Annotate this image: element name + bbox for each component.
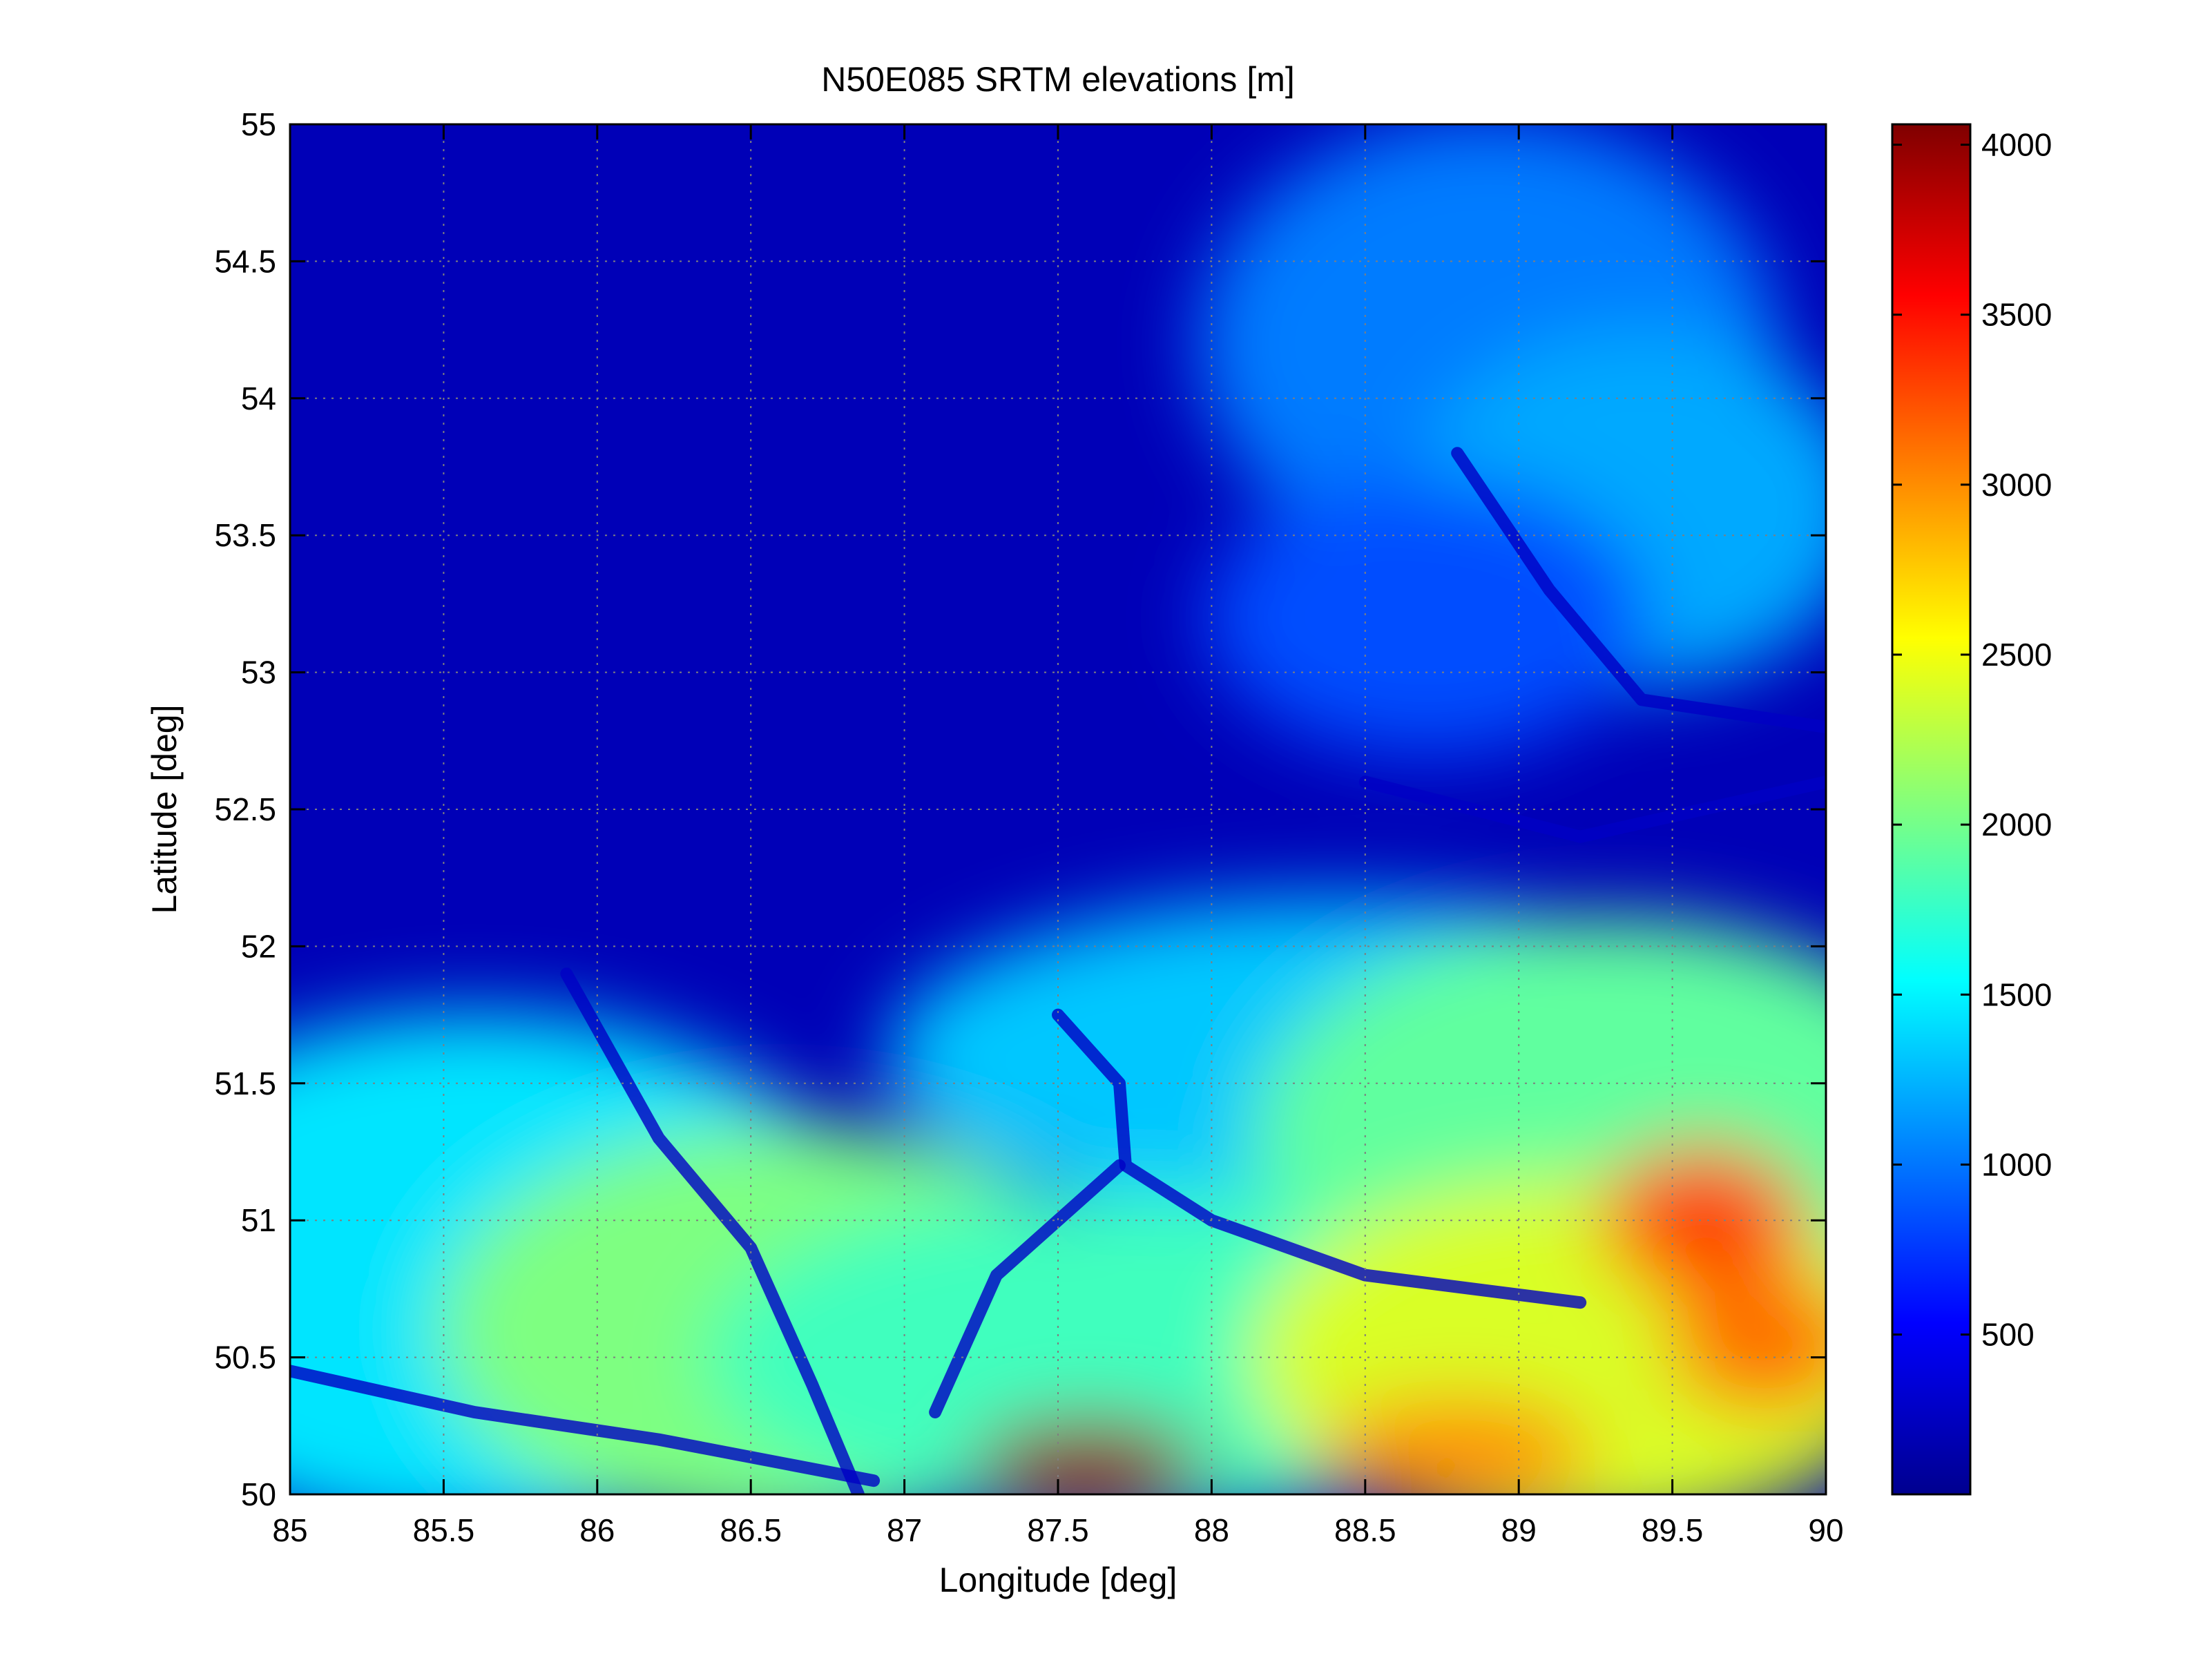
river-channel — [1451, 447, 1826, 733]
x-tick-label: 89 — [1501, 1512, 1537, 1548]
y-tick-label: 53.5 — [214, 517, 276, 553]
colorbar-tick-label: 4000 — [1981, 127, 2052, 163]
colorbar-tick-label: 3000 — [1981, 467, 2052, 503]
y-tick-label: 54.5 — [214, 243, 276, 279]
colorbar-ticks: 500 1000 1500 2000 2500 3000 3500 4000 — [1892, 127, 2052, 1353]
x-tick-label: 88.5 — [1334, 1512, 1396, 1548]
x-tick-label: 86.5 — [720, 1512, 782, 1548]
elevation-heatmap — [290, 124, 1826, 1494]
y-tick-label: 51.5 — [214, 1066, 276, 1101]
y-tick-label: 55 — [241, 106, 276, 142]
colorbar-tick-label: 500 — [1981, 1317, 2035, 1353]
x-tick-label: 87 — [887, 1512, 922, 1548]
x-axis-label: Longitude [deg] — [939, 1561, 1177, 1599]
y-tick-label: 53 — [241, 655, 276, 691]
x-tick-label: 88 — [1194, 1512, 1229, 1548]
river-layer — [290, 447, 1826, 1494]
y-axis-label: Latitude [deg] — [145, 704, 184, 914]
terrain-region — [1668, 1274, 1826, 1413]
colorbar-tick-label: 3500 — [1981, 297, 2052, 333]
y-axis: 50 50.5 51 51.5 52 52.5 53 53.5 54 54.5 55 — [214, 106, 1826, 1512]
y-tick-label: 52 — [241, 928, 276, 964]
colorbar-tick-label: 2500 — [1981, 637, 2052, 673]
x-tick-label: 90 — [1808, 1512, 1843, 1548]
x-tick-label: 89.5 — [1642, 1512, 1704, 1548]
terrain-region — [1319, 1398, 1596, 1494]
y-tick-label: 51 — [241, 1202, 276, 1238]
y-tick-label: 52.5 — [214, 791, 276, 827]
terrain-region — [1599, 1144, 1807, 1297]
x-tick-label: 85.5 — [413, 1512, 475, 1548]
x-axis: 85 85.5 86 86.5 87 87.5 88 88.5 89 89.5 90 — [272, 124, 1844, 1548]
y-tick-label: 50.5 — [214, 1340, 276, 1376]
x-tick-label: 87.5 — [1027, 1512, 1089, 1548]
colorbar — [1891, 123, 1972, 1496]
terrain-layer — [290, 124, 1826, 1494]
river-channel — [1052, 1008, 1587, 1309]
chart-title: N50E085 SRTM elevations [m] — [821, 60, 1295, 99]
river-channel — [1358, 775, 1826, 843]
river-channel — [560, 967, 865, 1494]
colorbar-tick-label: 1000 — [1981, 1146, 2052, 1182]
x-tick-label: 85 — [272, 1512, 307, 1548]
x-tick-label: 86 — [579, 1512, 615, 1548]
terrain-region — [971, 1418, 1206, 1494]
river-channel — [929, 1159, 1126, 1418]
y-tick-label: 54 — [241, 380, 276, 416]
y-tick-label: 50 — [241, 1476, 276, 1512]
colorbar-tick-label: 1500 — [1981, 976, 2052, 1012]
river-channel — [290, 1365, 881, 1487]
terrain-region — [1205, 479, 1648, 756]
colorbar-tick-label: 2000 — [1981, 807, 2052, 842]
